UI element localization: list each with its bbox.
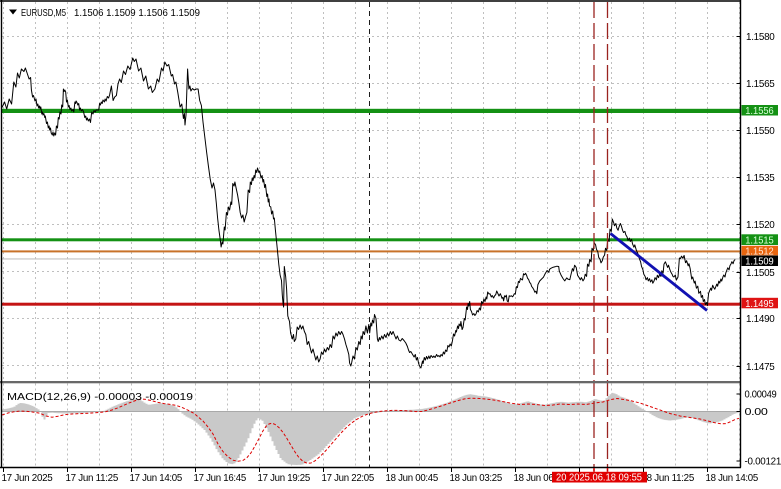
svg-text:20 2025.06.18 09:55: 20 2025.06.18 09:55 xyxy=(556,472,642,484)
svg-text:18 Jun 11:25: 18 Jun 11:25 xyxy=(642,472,695,484)
svg-text:1.1475: 1.1475 xyxy=(746,361,775,373)
svg-text:1.1495: 1.1495 xyxy=(745,298,774,310)
svg-text:1.1506 1.1509 1.1506 1.1509: 1.1506 1.1509 1.1506 1.1509 xyxy=(74,7,200,19)
svg-text:18 Jun 03:25: 18 Jun 03:25 xyxy=(450,472,503,484)
svg-text:1.1556: 1.1556 xyxy=(745,105,774,117)
svg-text:17 Jun 22:05: 17 Jun 22:05 xyxy=(322,472,375,484)
svg-text:17 Jun 16:45: 17 Jun 16:45 xyxy=(194,472,247,484)
svg-text:0.00049: 0.00049 xyxy=(745,389,777,401)
svg-text:1.1535: 1.1535 xyxy=(746,172,775,184)
svg-text:EURUSD,M5: EURUSD,M5 xyxy=(21,7,66,19)
svg-text:17 Jun 19:25: 17 Jun 19:25 xyxy=(258,472,311,484)
svg-text:1.1580: 1.1580 xyxy=(746,31,775,43)
svg-text:1.1515: 1.1515 xyxy=(745,234,774,246)
svg-text:MACD(12,26,9) -0.00003 -0.0001: MACD(12,26,9) -0.00003 -0.00019 xyxy=(7,391,193,403)
svg-text:1.1520: 1.1520 xyxy=(746,219,775,231)
svg-text:17 Jun 11:25: 17 Jun 11:25 xyxy=(66,472,119,484)
svg-text:1.1512: 1.1512 xyxy=(745,245,774,257)
svg-text:1.1490: 1.1490 xyxy=(746,313,775,325)
svg-text:18 Jun 14:05: 18 Jun 14:05 xyxy=(706,472,759,484)
svg-text:17 Jun 14:05: 17 Jun 14:05 xyxy=(130,472,183,484)
svg-text:0.00: 0.00 xyxy=(745,406,769,418)
svg-text:1.1505: 1.1505 xyxy=(746,267,775,279)
svg-text:17 Jun 2025: 17 Jun 2025 xyxy=(2,472,53,484)
svg-text:1.1550: 1.1550 xyxy=(746,125,775,137)
svg-text:18 Jun 00:45: 18 Jun 00:45 xyxy=(386,472,439,484)
svg-text:1.1509: 1.1509 xyxy=(745,256,774,268)
svg-text:-0.00121: -0.00121 xyxy=(745,456,781,468)
svg-text:1.1565: 1.1565 xyxy=(746,78,775,90)
